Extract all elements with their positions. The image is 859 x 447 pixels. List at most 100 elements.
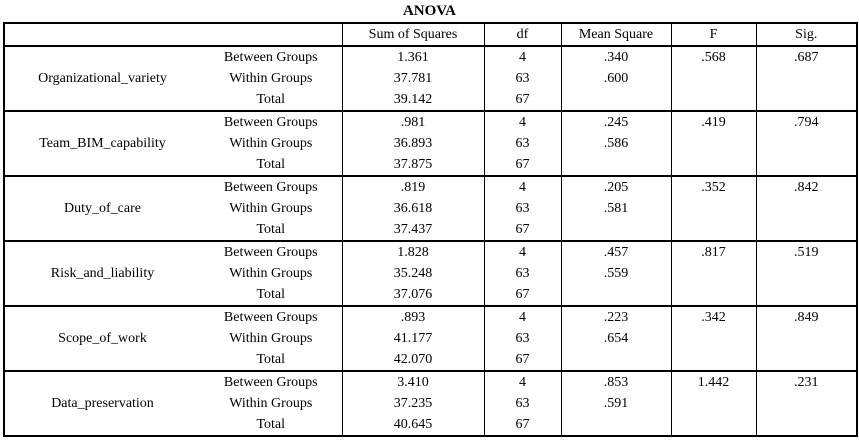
df-value: 4	[483, 46, 561, 68]
row-label: Total	[200, 284, 342, 307]
sum-of-squares-value: 1.361	[341, 46, 484, 68]
row-label: Within Groups	[229, 396, 313, 411]
row-label: Between Groups	[223, 245, 318, 260]
table-row: Total 37.875 67	[4, 154, 857, 177]
table-row: Total 37.437 67	[4, 219, 857, 242]
table-row: Within Groups 37.781 63.600	[4, 68, 857, 89]
df-value: 63	[483, 263, 561, 284]
df-value: 67	[483, 219, 561, 242]
sum-of-squares-value: 39.142	[341, 89, 484, 112]
f-value	[670, 263, 756, 284]
sig-value	[755, 393, 857, 414]
table-row: Total 40.645 67	[4, 414, 857, 437]
header-sig: Sig.	[755, 23, 857, 47]
sig-value	[755, 414, 857, 437]
sum-of-squares-value: 3.410	[341, 371, 484, 393]
table-row: Total 39.142 67	[4, 89, 857, 112]
f-value	[670, 349, 756, 372]
df-value: 67	[483, 349, 561, 372]
row-label: Within Groups	[229, 266, 313, 281]
header-sum-of-squares: Sum of Squares	[341, 23, 484, 47]
f-value	[670, 414, 756, 437]
sum-of-squares-value: 37.437	[341, 219, 484, 242]
df-value: 67	[483, 154, 561, 177]
sum-of-squares-value: 37.781	[341, 68, 484, 89]
row-label: Within Groups	[229, 201, 313, 216]
f-value: .419	[670, 111, 756, 133]
sig-value	[755, 349, 857, 372]
table-row: Within Groups 41.177 63.654	[4, 328, 857, 349]
table-row: Within Groups 36.893 63.586	[4, 133, 857, 154]
mean-square-value: .457	[560, 241, 671, 263]
header-corner-cell	[4, 23, 342, 47]
sum-of-squares-value: .981	[341, 111, 484, 133]
sum-of-squares-value: 35.248	[341, 263, 484, 284]
sig-value	[755, 328, 857, 349]
header-row: Sum of Squares df Mean Square F Sig.	[4, 23, 857, 47]
sum-of-squares-value: 42.070	[341, 349, 484, 372]
sum-of-squares-value: .819	[341, 176, 484, 198]
sum-of-squares-value: 36.893	[341, 133, 484, 154]
mean-square-value	[560, 219, 671, 242]
df-value: 63	[483, 328, 561, 349]
df-value: 63	[483, 198, 561, 219]
mean-square-value: .586	[560, 133, 671, 154]
sig-value	[755, 154, 857, 177]
table-header: Sum of Squares df Mean Square F Sig.	[4, 23, 857, 47]
row-label: Between Groups	[223, 310, 318, 325]
table-row: Total 42.070 67	[4, 349, 857, 372]
df-value: 63	[483, 393, 561, 414]
mean-square-value: .340	[560, 46, 671, 68]
f-value	[670, 68, 756, 89]
df-value: 4	[483, 111, 561, 133]
sum-of-squares-value: 41.177	[341, 328, 484, 349]
df-value: 4	[483, 176, 561, 198]
f-value	[670, 154, 756, 177]
table-row: Scope_of_work Between Groups .893 4.223.342…	[4, 306, 857, 372]
df-value: 63	[483, 68, 561, 89]
table-title: ANOVA	[402, 3, 457, 19]
sig-value: .231	[755, 371, 857, 393]
row-label: Within Groups	[229, 136, 313, 151]
mean-square-value: .853	[560, 371, 671, 393]
sig-value: .842	[755, 176, 857, 198]
table-row: Team_BIM_capability Between Groups .981 4.2…	[4, 111, 857, 177]
df-value: 67	[483, 89, 561, 112]
sum-of-squares-value: 37.076	[341, 284, 484, 307]
row-label: Within Groups	[229, 71, 313, 86]
row-label: Between Groups	[223, 180, 318, 195]
f-value	[670, 133, 756, 154]
f-value: .568	[670, 46, 756, 68]
anova-table: Sum of Squares df Mean Square F Sig. Org…	[3, 22, 858, 437]
sig-value	[755, 68, 857, 89]
sig-value: .519	[755, 241, 857, 263]
table-body: Organizational_variety Between Groups 1.36…	[4, 46, 857, 437]
sig-value: .687	[755, 46, 857, 68]
row-label: Total	[200, 89, 342, 112]
f-value	[670, 284, 756, 307]
row-label: Total	[200, 414, 342, 437]
mean-square-value	[560, 349, 671, 372]
table-row: Within Groups 36.618 63.581	[4, 198, 857, 219]
sig-value: .794	[755, 111, 857, 133]
f-value	[670, 219, 756, 242]
mean-square-value	[560, 89, 671, 112]
sig-value	[755, 133, 857, 154]
df-value: 67	[483, 284, 561, 307]
mean-square-value: .581	[560, 198, 671, 219]
variable-name: Duty_of_care	[4, 176, 200, 242]
sig-value	[755, 198, 857, 219]
sig-value: .849	[755, 306, 857, 328]
sig-value	[755, 89, 857, 112]
header-df: df	[483, 23, 561, 47]
sig-value	[755, 219, 857, 242]
row-label: Total	[200, 219, 342, 242]
table-row: Duty_of_care Between Groups .819 4.205.352.…	[4, 176, 857, 242]
f-value: .352	[670, 176, 756, 198]
sig-value	[755, 284, 857, 307]
f-value	[670, 393, 756, 414]
header-mean-square: Mean Square	[560, 23, 671, 47]
variable-name: Scope_of_work	[4, 306, 200, 372]
sig-value	[755, 263, 857, 284]
